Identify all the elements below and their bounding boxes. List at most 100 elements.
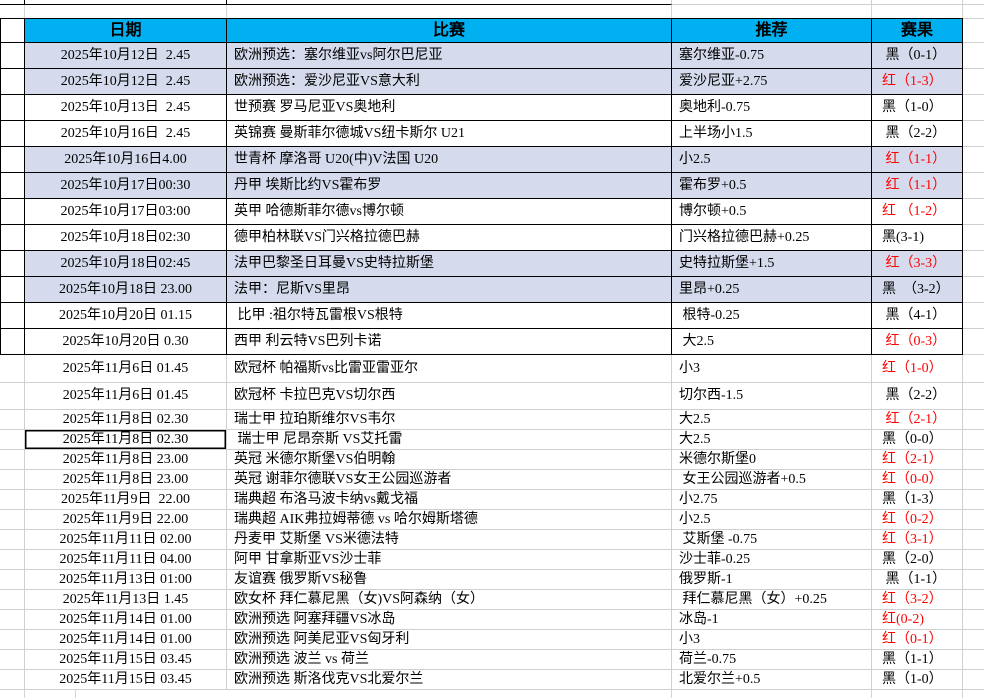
date-cell[interactable]: 2025年11月8日 23.00 — [25, 470, 227, 490]
result-cell[interactable]: 红（1-1） — [872, 147, 963, 173]
recommend-cell[interactable]: 小2.75 — [672, 490, 872, 510]
match-cell[interactable]: 英锦赛 曼斯菲尔德城VS纽卡斯尔 U21 — [227, 121, 672, 147]
empty-cell[interactable] — [0, 5, 25, 18]
match-cell[interactable]: 丹甲 埃斯比约VS霍布罗 — [227, 173, 672, 199]
match-cell[interactable]: 阿甲 甘拿斯亚VS沙士菲 — [227, 550, 672, 570]
recommend-cell[interactable]: 塞尔维亚-0.75 — [672, 43, 872, 69]
row-margin-cell[interactable] — [0, 470, 25, 490]
date-cell[interactable]: 2025年10月13日 2.45 — [25, 95, 227, 121]
row-margin-cell[interactable] — [0, 590, 25, 610]
match-cell[interactable]: 西甲 利云特VS巴列卡诺 — [227, 329, 672, 355]
date-cell[interactable]: 2025年10月16日 2.45 — [25, 121, 227, 147]
match-cell[interactable]: 瑞士甲 拉珀斯维尔VS韦尔 — [227, 410, 672, 430]
row-margin-cell[interactable] — [0, 570, 25, 590]
date-cell[interactable]: 2025年11月11日 02.00 — [25, 530, 227, 550]
result-cell[interactable]: 红（0-1） — [872, 630, 963, 650]
recommend-cell[interactable]: 沙士菲-0.25 — [672, 550, 872, 570]
recommend-cell[interactable]: 霍布罗+0.5 — [672, 173, 872, 199]
recommend-cell[interactable]: 大2.5 — [672, 329, 872, 355]
row-margin-cell[interactable] — [0, 43, 25, 69]
match-cell[interactable]: 欧洲预选 阿塞拜疆VS冰岛 — [227, 610, 672, 630]
recommend-cell[interactable]: 米德尔斯堡0 — [672, 450, 872, 470]
match-cell[interactable]: 比甲 :祖尔特瓦雷根VS根特 — [227, 303, 672, 329]
row-margin-cell[interactable] — [0, 670, 25, 690]
row-margin-cell[interactable] — [0, 630, 25, 650]
date-cell[interactable]: 2025年11月8日 02.30 — [25, 430, 227, 450]
row-margin-cell[interactable] — [0, 69, 25, 95]
date-cell[interactable]: 2025年11月9日 22.00 — [25, 490, 227, 510]
result-cell[interactable]: 红（0-0） — [872, 470, 963, 490]
row-margin-cell[interactable] — [0, 303, 25, 329]
result-cell[interactable]: 红（2-1） — [872, 450, 963, 470]
recommend-cell[interactable]: 史特拉斯堡+1.5 — [672, 251, 872, 277]
match-cell[interactable]: 欧洲预选 阿美尼亚VS匈牙利 — [227, 630, 672, 650]
date-cell[interactable]: 2025年10月18日 23.00 — [25, 277, 227, 303]
header-corner-cell[interactable] — [0, 18, 25, 43]
recommend-cell[interactable]: 大2.5 — [672, 410, 872, 430]
header-date[interactable]: 日期 — [25, 18, 227, 43]
match-cell[interactable]: 世预赛 罗马尼亚VS奥地利 — [227, 95, 672, 121]
recommend-cell[interactable]: 小3 — [672, 630, 872, 650]
recommend-cell[interactable]: 博尔顿+0.5 — [672, 199, 872, 225]
result-cell[interactable]: 黑（1-0） — [872, 95, 963, 121]
row-margin-cell[interactable] — [0, 610, 25, 630]
result-cell[interactable]: 黑(3-1) — [872, 225, 963, 251]
date-cell[interactable]: 2025年10月18日02:30 — [25, 225, 227, 251]
row-margin-cell[interactable] — [0, 147, 25, 173]
empty-cell[interactable] — [25, 5, 227, 18]
header-recommend[interactable]: 推荐 — [672, 18, 872, 43]
recommend-cell[interactable]: 奥地利-0.75 — [672, 95, 872, 121]
recommend-cell[interactable]: 里昂+0.25 — [672, 277, 872, 303]
header-result[interactable]: 赛果 — [872, 18, 963, 43]
row-margin-cell[interactable] — [0, 383, 25, 410]
result-cell[interactable]: 黑（2-2） — [872, 121, 963, 147]
date-cell[interactable]: 2025年11月15日 03.45 — [25, 670, 227, 690]
date-cell[interactable]: 2025年11月8日 02.30 — [25, 410, 227, 430]
empty-cell[interactable] — [872, 5, 963, 18]
row-margin-cell[interactable] — [0, 510, 25, 530]
recommend-cell[interactable]: 女王公园巡游者+0.5 — [672, 470, 872, 490]
match-cell[interactable]: 瑞典超 布洛马波卡纳vs戴戈福 — [227, 490, 672, 510]
result-cell[interactable]: 红（1-0） — [872, 355, 963, 383]
recommend-cell[interactable]: 荷兰-0.75 — [672, 650, 872, 670]
date-cell[interactable]: 2025年10月20日 0.30 — [25, 329, 227, 355]
result-cell[interactable]: 红（1-3） — [872, 69, 963, 95]
match-cell[interactable]: 英冠 米德尔斯堡VS伯明翰 — [227, 450, 672, 470]
recommend-cell[interactable]: 切尔西-1.5 — [672, 383, 872, 410]
result-cell[interactable]: 红(0-2) — [872, 610, 963, 630]
row-margin-cell[interactable] — [0, 95, 25, 121]
recommend-cell[interactable]: 拜仁慕尼黑（女）+0.25 — [672, 590, 872, 610]
match-cell[interactable]: 英甲 哈德斯菲尔德vs博尔顿 — [227, 199, 672, 225]
result-cell[interactable]: 红（2-1） — [872, 410, 963, 430]
match-cell[interactable]: 欧冠杯 帕福斯vs比雷亚雷亚尔 — [227, 355, 672, 383]
row-margin-cell[interactable] — [0, 450, 25, 470]
date-cell[interactable]: 2025年11月11日 04.00 — [25, 550, 227, 570]
date-cell[interactable]: 2025年10月12日 2.45 — [25, 69, 227, 95]
date-cell[interactable]: 2025年11月6日 01.45 — [25, 383, 227, 410]
recommend-cell[interactable]: 根特-0.25 — [672, 303, 872, 329]
date-cell[interactable]: 2025年10月12日 2.45 — [25, 43, 227, 69]
recommend-cell[interactable]: 门兴格拉德巴赫+0.25 — [672, 225, 872, 251]
result-cell[interactable]: 黑（1-0） — [872, 670, 963, 690]
recommend-cell[interactable]: 小2.5 — [672, 147, 872, 173]
recommend-cell[interactable]: 冰岛-1 — [672, 610, 872, 630]
row-margin-cell[interactable] — [0, 530, 25, 550]
row-margin-cell[interactable] — [0, 277, 25, 303]
match-cell[interactable]: 欧冠杯 卡拉巴克VS切尔西 — [227, 383, 672, 410]
empty-cell[interactable] — [227, 5, 672, 18]
date-cell[interactable]: 2025年11月15日 03.45 — [25, 650, 227, 670]
match-cell[interactable]: 法甲巴黎圣日耳曼VS史特拉斯堡 — [227, 251, 672, 277]
date-cell[interactable]: 2025年10月17日03:00 — [25, 199, 227, 225]
result-cell[interactable]: 黑（2-0） — [872, 550, 963, 570]
row-margin-cell[interactable] — [0, 550, 25, 570]
match-cell[interactable]: 英冠 谢菲尔德联VS女王公园巡游者 — [227, 470, 672, 490]
row-margin-cell[interactable] — [0, 329, 25, 355]
date-cell[interactable]: 2025年11月9日 22.00 — [25, 510, 227, 530]
date-cell[interactable]: 2025年11月14日 01.00 — [25, 630, 227, 650]
result-cell[interactable]: 黑（1-1） — [872, 650, 963, 670]
date-cell[interactable]: 2025年11月13日 1.45 — [25, 590, 227, 610]
row-margin-cell[interactable] — [0, 355, 25, 383]
row-margin-cell[interactable] — [0, 490, 25, 510]
result-cell[interactable]: 黑（2-2） — [872, 383, 963, 410]
row-margin-cell[interactable] — [0, 650, 25, 670]
